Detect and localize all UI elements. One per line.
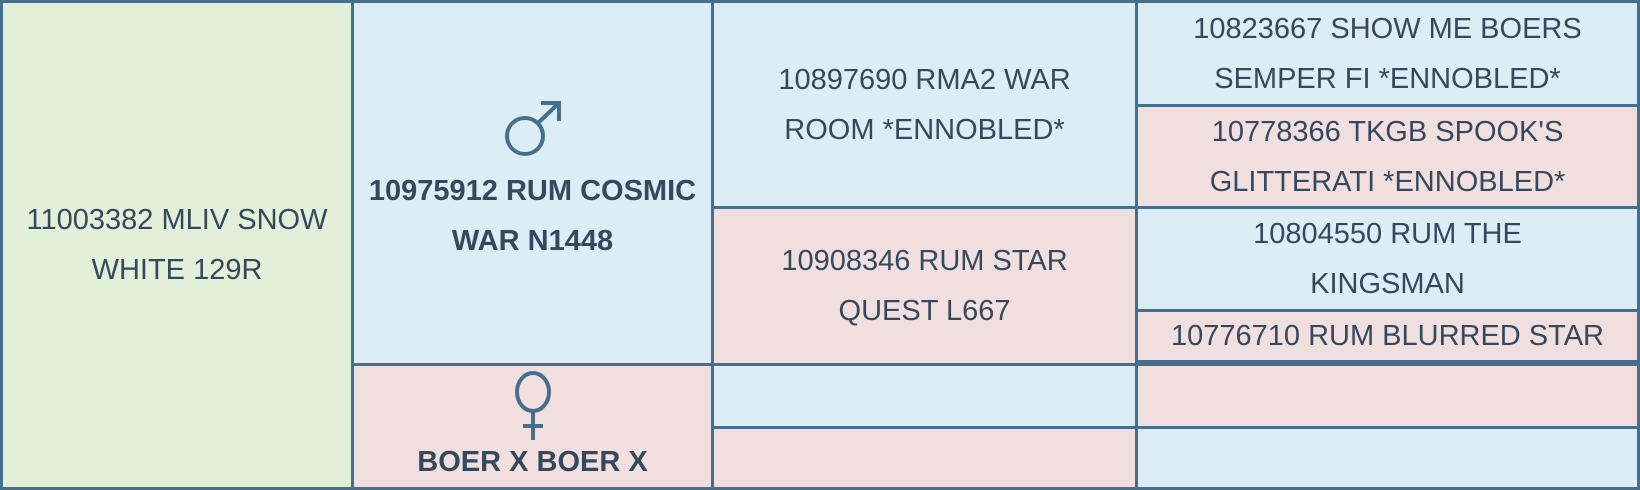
- gen3-cell: 10823667 SHOW ME BOERS SEMPER FI *ENNOBL…: [1135, 0, 1640, 107]
- sire-sire-name: 10897690 RMA2 WAR ROOM *ENNOBLED*: [778, 63, 1071, 146]
- gen3-cell: 10804550 RUM THE KINGSMAN: [1135, 206, 1640, 312]
- sire-dam-name: 10908346 RUM STAR QUEST L667: [781, 245, 1068, 327]
- gen3-cell: [1135, 426, 1640, 490]
- female-icon: [514, 371, 551, 440]
- gen3-cell: [1135, 363, 1640, 429]
- male-icon: [504, 101, 561, 156]
- subject-name: 11003382 MLIV SNOW WHITE 129R: [26, 204, 328, 286]
- dam-dam-cell: [711, 426, 1138, 490]
- dam-cell: BOER X BOER X: [351, 363, 714, 490]
- sire-name: 10975912 RUM COSMIC WAR N1448: [368, 175, 697, 257]
- gen3-name: 10776710 RUM BLURRED STAR: [1170, 320, 1605, 352]
- dam-name: BOER X BOER X: [417, 446, 648, 478]
- gen3-name: 10804550 RUM THE KINGSMAN: [1253, 218, 1522, 300]
- gen3-cell: 10778366 TKGB SPOOK'S GLITTERATI *ENNOBL…: [1135, 104, 1640, 209]
- dam-sire-cell: [711, 363, 1138, 429]
- sire-dam-cell: 10908346 RUM STAR QUEST L667: [711, 206, 1138, 366]
- sire-cell: 10975912 RUM COSMIC WAR N1448: [351, 0, 714, 366]
- subject-cell: 11003382 MLIV SNOW WHITE 129R: [0, 0, 354, 490]
- sire-sire-cell: 10897690 RMA2 WAR ROOM *ENNOBLED*: [711, 0, 1138, 209]
- gen3-name: 10823667 SHOW ME BOERS SEMPER FI *ENNOBL…: [1193, 12, 1582, 95]
- gen3-name: 10778366 TKGB SPOOK'S GLITTERATI *ENNOBL…: [1209, 115, 1566, 198]
- gen3-cell: 10776710 RUM BLURRED STAR: [1135, 309, 1640, 366]
